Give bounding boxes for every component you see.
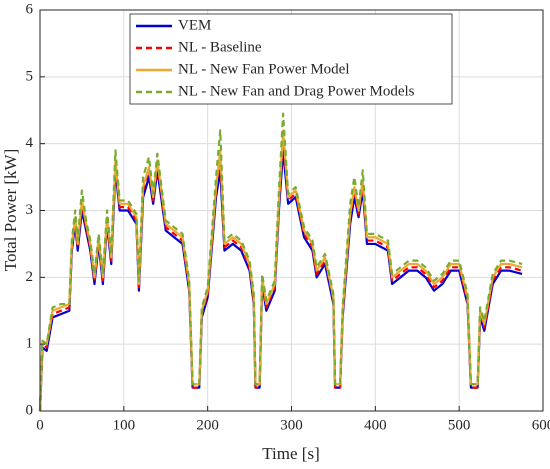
- legend: VEM NL - Baseline NL - New Fan Power Model…: [129, 13, 453, 105]
- y-tick-label: 3: [26, 202, 34, 218]
- x-tick-label: 200: [196, 417, 219, 433]
- y-tick-label: 0: [26, 402, 34, 418]
- plot-lines: [38, 112, 523, 412]
- data-line: [38, 135, 523, 412]
- x-tick-label: 0: [36, 417, 44, 433]
- y-tick-label: 2: [26, 269, 34, 285]
- legend-label: NL - New Fan and Drag Power Models: [178, 83, 415, 99]
- x-tick-label: 400: [364, 417, 387, 433]
- y-tick-label: 4: [26, 135, 34, 151]
- x-tick-label: 600: [532, 417, 550, 433]
- x-tick-label: 100: [113, 417, 136, 433]
- y-tick-label: 5: [26, 68, 34, 84]
- y-tick-label: 6: [26, 1, 34, 17]
- x-axis-label: Time [s]: [262, 444, 319, 463]
- x-tick-label: 500: [448, 417, 471, 433]
- legend-label: NL - New Fan Power Model: [178, 61, 350, 77]
- x-tick-label: 300: [280, 417, 303, 433]
- y-tick-label: 1: [26, 336, 34, 352]
- legend-box: [129, 13, 453, 105]
- data-line: [38, 112, 523, 412]
- y-axis-label: Total Power [kW]: [1, 149, 20, 272]
- legend-label: NL - Baseline: [178, 39, 262, 55]
- legend-label: VEM: [178, 17, 211, 33]
